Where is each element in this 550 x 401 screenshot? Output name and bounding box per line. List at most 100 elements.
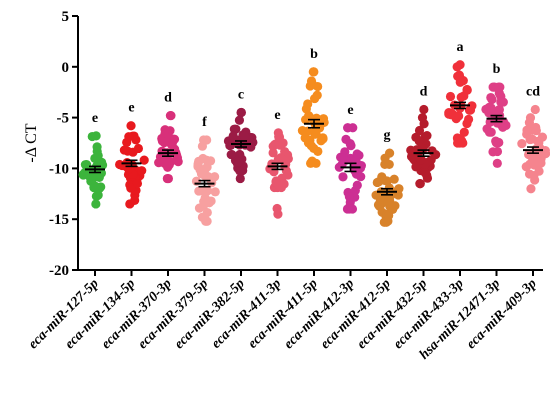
significance-letter: d xyxy=(164,91,172,106)
data-point xyxy=(371,190,381,200)
data-point xyxy=(91,199,101,209)
data-point xyxy=(465,105,476,115)
data-point xyxy=(126,121,136,131)
data-point xyxy=(486,92,496,103)
data-point xyxy=(200,164,210,174)
data-point xyxy=(526,184,536,194)
data-point xyxy=(202,216,212,226)
data-point xyxy=(137,166,147,176)
significance-letters: e e d f c e b e g d a b cd xyxy=(92,40,540,143)
data-point xyxy=(462,118,472,129)
data-point xyxy=(234,157,244,167)
data-point xyxy=(92,146,102,156)
data-point xyxy=(228,131,238,141)
significance-letter: e xyxy=(92,111,98,126)
significance-letter: g xyxy=(384,128,391,143)
significance-letter: b xyxy=(310,47,318,62)
data-point xyxy=(422,130,432,141)
data-point xyxy=(274,132,284,142)
data-point xyxy=(484,127,495,137)
data-point xyxy=(210,172,220,182)
data-point xyxy=(166,110,176,121)
data-point xyxy=(160,125,170,135)
data-point xyxy=(310,126,321,136)
data-point xyxy=(133,143,143,154)
data-point xyxy=(316,136,326,146)
data-point xyxy=(305,81,315,91)
data-point xyxy=(229,124,239,134)
data-point xyxy=(414,136,424,146)
data-point xyxy=(210,187,220,197)
data-point xyxy=(97,160,108,170)
data-point xyxy=(119,145,130,155)
data-point xyxy=(408,153,418,163)
data-point xyxy=(126,183,136,193)
data-point xyxy=(347,204,358,214)
data-point xyxy=(338,172,348,182)
data-point xyxy=(167,140,177,150)
data-point xyxy=(159,157,169,167)
data-point xyxy=(234,115,245,125)
data-point xyxy=(431,150,441,160)
significance-letter: cd xyxy=(526,84,540,99)
y-tick-label: -15 xyxy=(49,212,69,228)
y-axis: 5 0 -5 -10 -15 -20 xyxy=(49,9,79,279)
y-tick-label: 5 xyxy=(62,9,70,25)
x-axis xyxy=(78,269,543,276)
data-point xyxy=(455,134,465,144)
data-point xyxy=(352,149,362,159)
data-point xyxy=(309,67,319,77)
data-point xyxy=(374,201,385,211)
data-point xyxy=(272,203,282,214)
data-point xyxy=(486,103,496,113)
significance-letter: a xyxy=(457,40,464,55)
data-point xyxy=(240,131,250,141)
data-point xyxy=(501,120,511,130)
data-point xyxy=(534,138,544,148)
data-point xyxy=(131,135,141,145)
data-point xyxy=(338,153,348,163)
data-point xyxy=(419,104,429,115)
data-point xyxy=(198,153,208,164)
data-point xyxy=(306,141,316,151)
data-point xyxy=(536,158,546,168)
data-point xyxy=(132,178,143,189)
data-point xyxy=(81,160,92,170)
data-point xyxy=(446,110,456,120)
data-point xyxy=(492,146,503,157)
significance-letter: e xyxy=(274,108,280,123)
significance-letter: e xyxy=(347,103,353,118)
data-point xyxy=(84,169,95,179)
data-point xyxy=(517,138,527,149)
data-point xyxy=(414,125,425,136)
data-point xyxy=(90,181,100,191)
data-point xyxy=(528,153,538,164)
data-point xyxy=(455,73,465,84)
data-point xyxy=(416,154,426,165)
data-point xyxy=(344,192,355,202)
data-point xyxy=(529,170,539,181)
data-points xyxy=(78,60,550,227)
data-point xyxy=(531,122,541,133)
data-point xyxy=(345,139,355,149)
data-point xyxy=(163,173,174,184)
significance-letter: d xyxy=(420,84,428,99)
data-point xyxy=(521,162,531,172)
data-point xyxy=(530,104,540,115)
data-point xyxy=(279,179,289,189)
data-point xyxy=(352,180,362,190)
data-point xyxy=(385,201,395,211)
mean-sem-bars xyxy=(85,101,543,196)
data-point xyxy=(419,119,429,129)
data-point xyxy=(202,207,212,218)
significance-letter: f xyxy=(202,115,207,130)
data-point xyxy=(197,141,208,151)
data-point xyxy=(389,174,399,184)
data-point xyxy=(94,172,104,182)
significance-letter: c xyxy=(238,88,244,103)
data-point xyxy=(313,81,323,92)
data-point xyxy=(452,62,462,72)
data-point xyxy=(301,115,311,125)
data-point xyxy=(283,170,293,180)
